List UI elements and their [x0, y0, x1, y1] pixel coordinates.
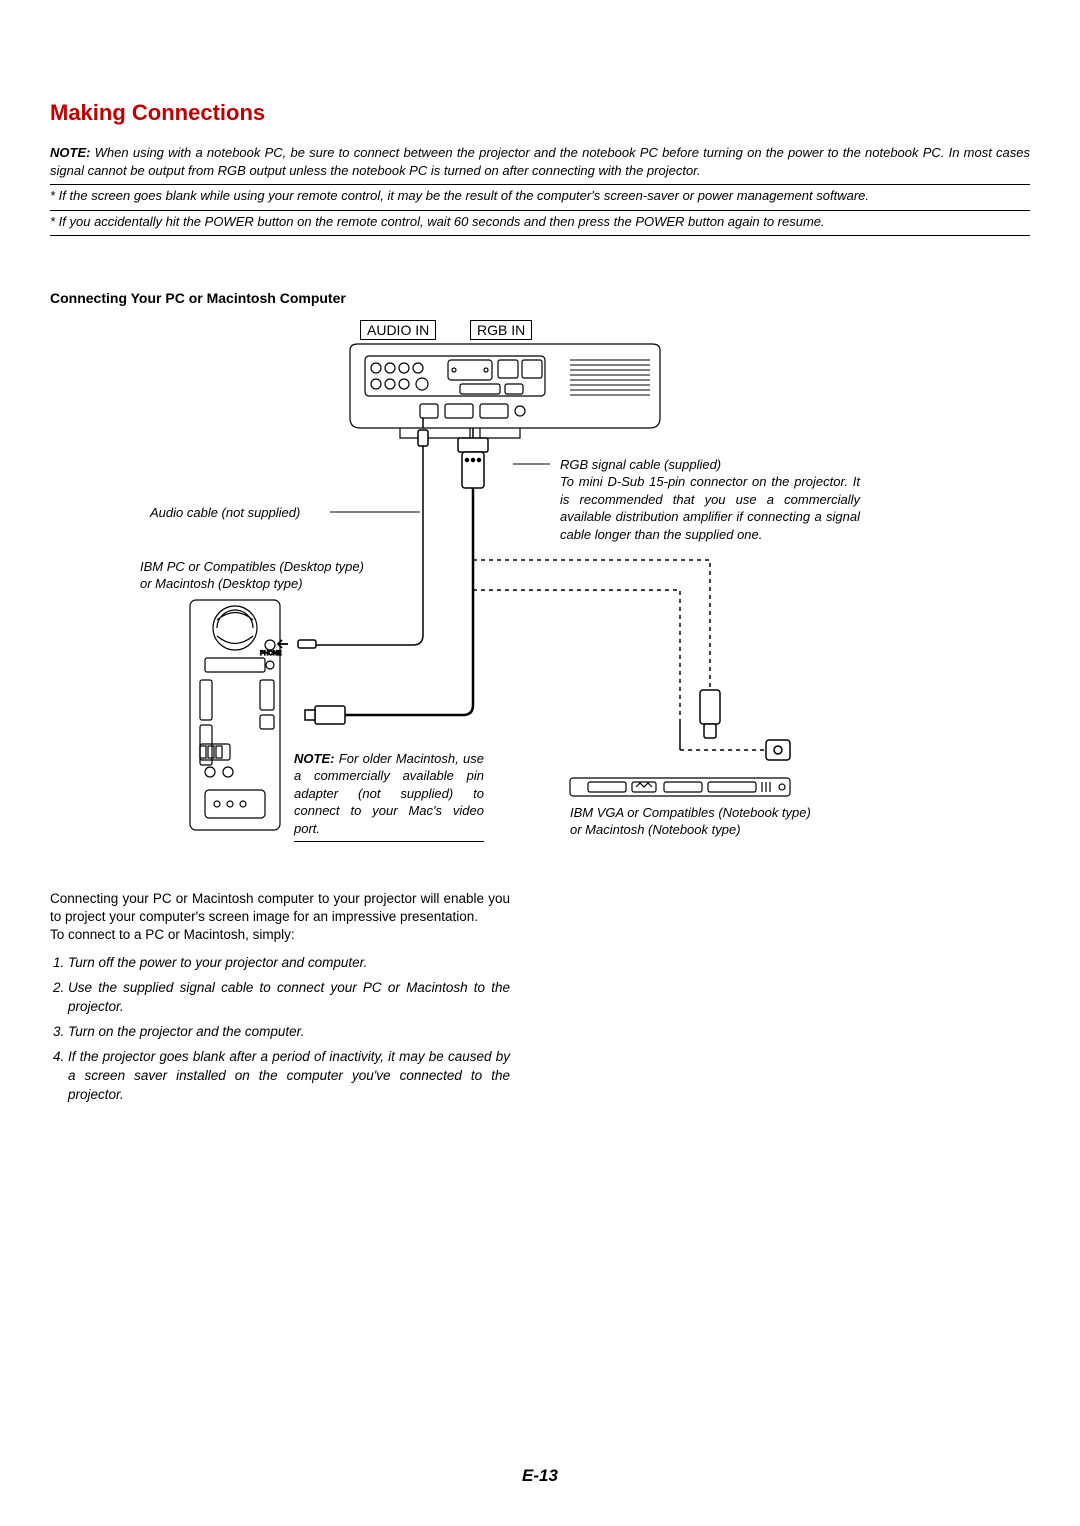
svg-text:PHONE: PHONE	[260, 651, 281, 657]
anno-mac-note-prefix: NOTE:	[294, 751, 334, 766]
note-star-2: * If you accidentally hit the POWER butt…	[50, 213, 1030, 231]
step-3: Turn on the projector and the computer.	[68, 1023, 510, 1042]
anno-mac-note: NOTE: For older Macintosh, use a commerc…	[294, 750, 484, 843]
anno-rgb-cable: RGB signal cable (supplied) To mini D-Su…	[560, 456, 860, 544]
anno-audio-cable: Audio cable (not supplied)	[150, 504, 300, 522]
step-1: Turn off the power to your projector and…	[68, 954, 510, 973]
connection-diagram: AUDIO IN RGB IN	[50, 320, 1030, 860]
page-number: E-13	[0, 1466, 1080, 1486]
note-hr-1	[50, 184, 1030, 185]
page-title: Making Connections	[50, 100, 1030, 126]
anno-notebook-label: IBM VGA or Compatibles (Notebook type) o…	[570, 804, 811, 839]
note-text: When using with a notebook PC, be sure t…	[50, 145, 1030, 178]
note-block-main: NOTE: When using with a notebook PC, be …	[50, 144, 1030, 180]
step-4: If the projector goes blank after a peri…	[68, 1048, 510, 1105]
note-hr-2	[50, 210, 1030, 211]
note-hr-3	[50, 235, 1030, 236]
anno-desktop-label: IBM PC or Compatibles (Desktop type) or …	[140, 558, 364, 593]
body-p2: To connect to a PC or Macintosh, simply:	[50, 927, 295, 942]
body-p1: Connecting your PC or Macintosh computer…	[50, 891, 510, 924]
note-prefix: NOTE:	[50, 145, 90, 160]
steps-list: Turn off the power to your projector and…	[50, 954, 510, 1104]
step-2: Use the supplied signal cable to connect…	[68, 979, 510, 1017]
note-star-1: * If the screen goes blank while using y…	[50, 187, 1030, 205]
sub-title: Connecting Your PC or Macintosh Computer	[50, 290, 1030, 306]
body-paragraph: Connecting your PC or Macintosh computer…	[50, 890, 510, 945]
